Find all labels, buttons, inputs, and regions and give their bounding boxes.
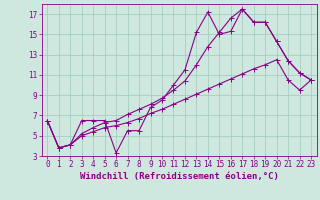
X-axis label: Windchill (Refroidissement éolien,°C): Windchill (Refroidissement éolien,°C)	[80, 172, 279, 181]
